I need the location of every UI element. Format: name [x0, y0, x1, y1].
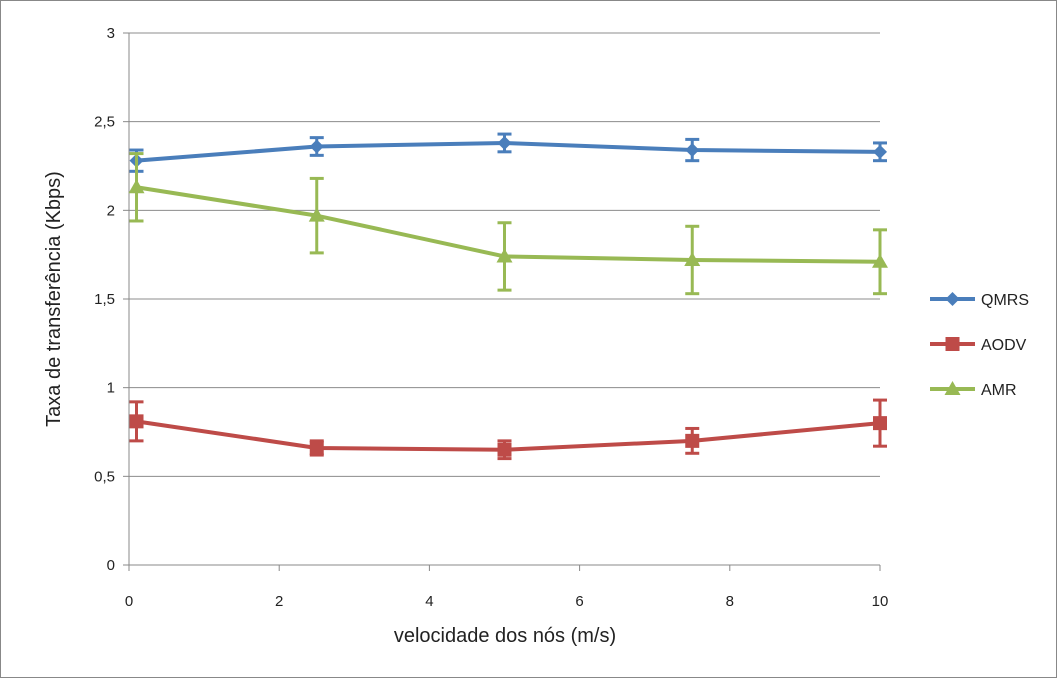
series-layer — [128, 132, 888, 461]
data-point — [308, 207, 325, 222]
x-tick-label: 10 — [872, 593, 889, 610]
x-axis-title: velocidade dos nós (m/s) — [394, 625, 616, 647]
data-point — [684, 251, 701, 266]
y-tick-label: 2,5 — [94, 114, 115, 131]
data-point — [872, 253, 888, 268]
gridlines — [129, 32, 880, 477]
legend-marker — [945, 337, 960, 351]
y-tick-label: 2 — [107, 202, 115, 219]
legend-item-aodv: AODV — [930, 337, 1027, 354]
data-point — [873, 144, 887, 159]
series-qmrs — [129, 132, 887, 173]
x-tick-labels: 0 2 4 6 8 10 — [125, 565, 889, 610]
legend-marker — [944, 381, 961, 395]
data-point — [129, 414, 144, 429]
legend: QMRS AODV AMR — [930, 292, 1029, 399]
legend-label: QMRS — [981, 292, 1029, 309]
legend-item-qmrs: QMRS — [930, 292, 1029, 309]
data-point — [873, 416, 887, 431]
y-tick-label: 1 — [107, 380, 115, 397]
y-axis-title: Taxa de transferência (Kbps) — [43, 171, 65, 427]
x-tick-label: 0 — [125, 593, 133, 610]
data-point — [309, 139, 324, 154]
data-point — [497, 135, 512, 150]
legend-label: AMR — [981, 382, 1017, 399]
y-tick-label: 1,5 — [94, 291, 115, 308]
y-tick-label: 3 — [107, 25, 115, 42]
data-point — [497, 442, 512, 457]
data-point — [496, 248, 513, 263]
x-tick-label: 8 — [726, 593, 734, 610]
series-line — [134, 185, 882, 264]
series-amr — [128, 152, 888, 296]
legend-label: AODV — [981, 337, 1027, 354]
x-tick-label: 2 — [275, 593, 283, 610]
series-aodv — [129, 398, 887, 461]
y-tick-labels: 0 0,5 1 1,5 2 2,5 3 — [94, 25, 129, 574]
legend-marker — [945, 292, 960, 306]
data-point — [685, 433, 700, 448]
x-tick-label: 4 — [425, 593, 433, 610]
data-point — [309, 440, 324, 455]
y-tick-label: 0 — [107, 557, 115, 574]
x-tick-label: 6 — [575, 593, 583, 610]
legend-item-amr: AMR — [930, 381, 1017, 399]
y-tick-label: 0,5 — [94, 468, 115, 485]
data-point — [128, 179, 145, 194]
data-point — [685, 143, 700, 158]
